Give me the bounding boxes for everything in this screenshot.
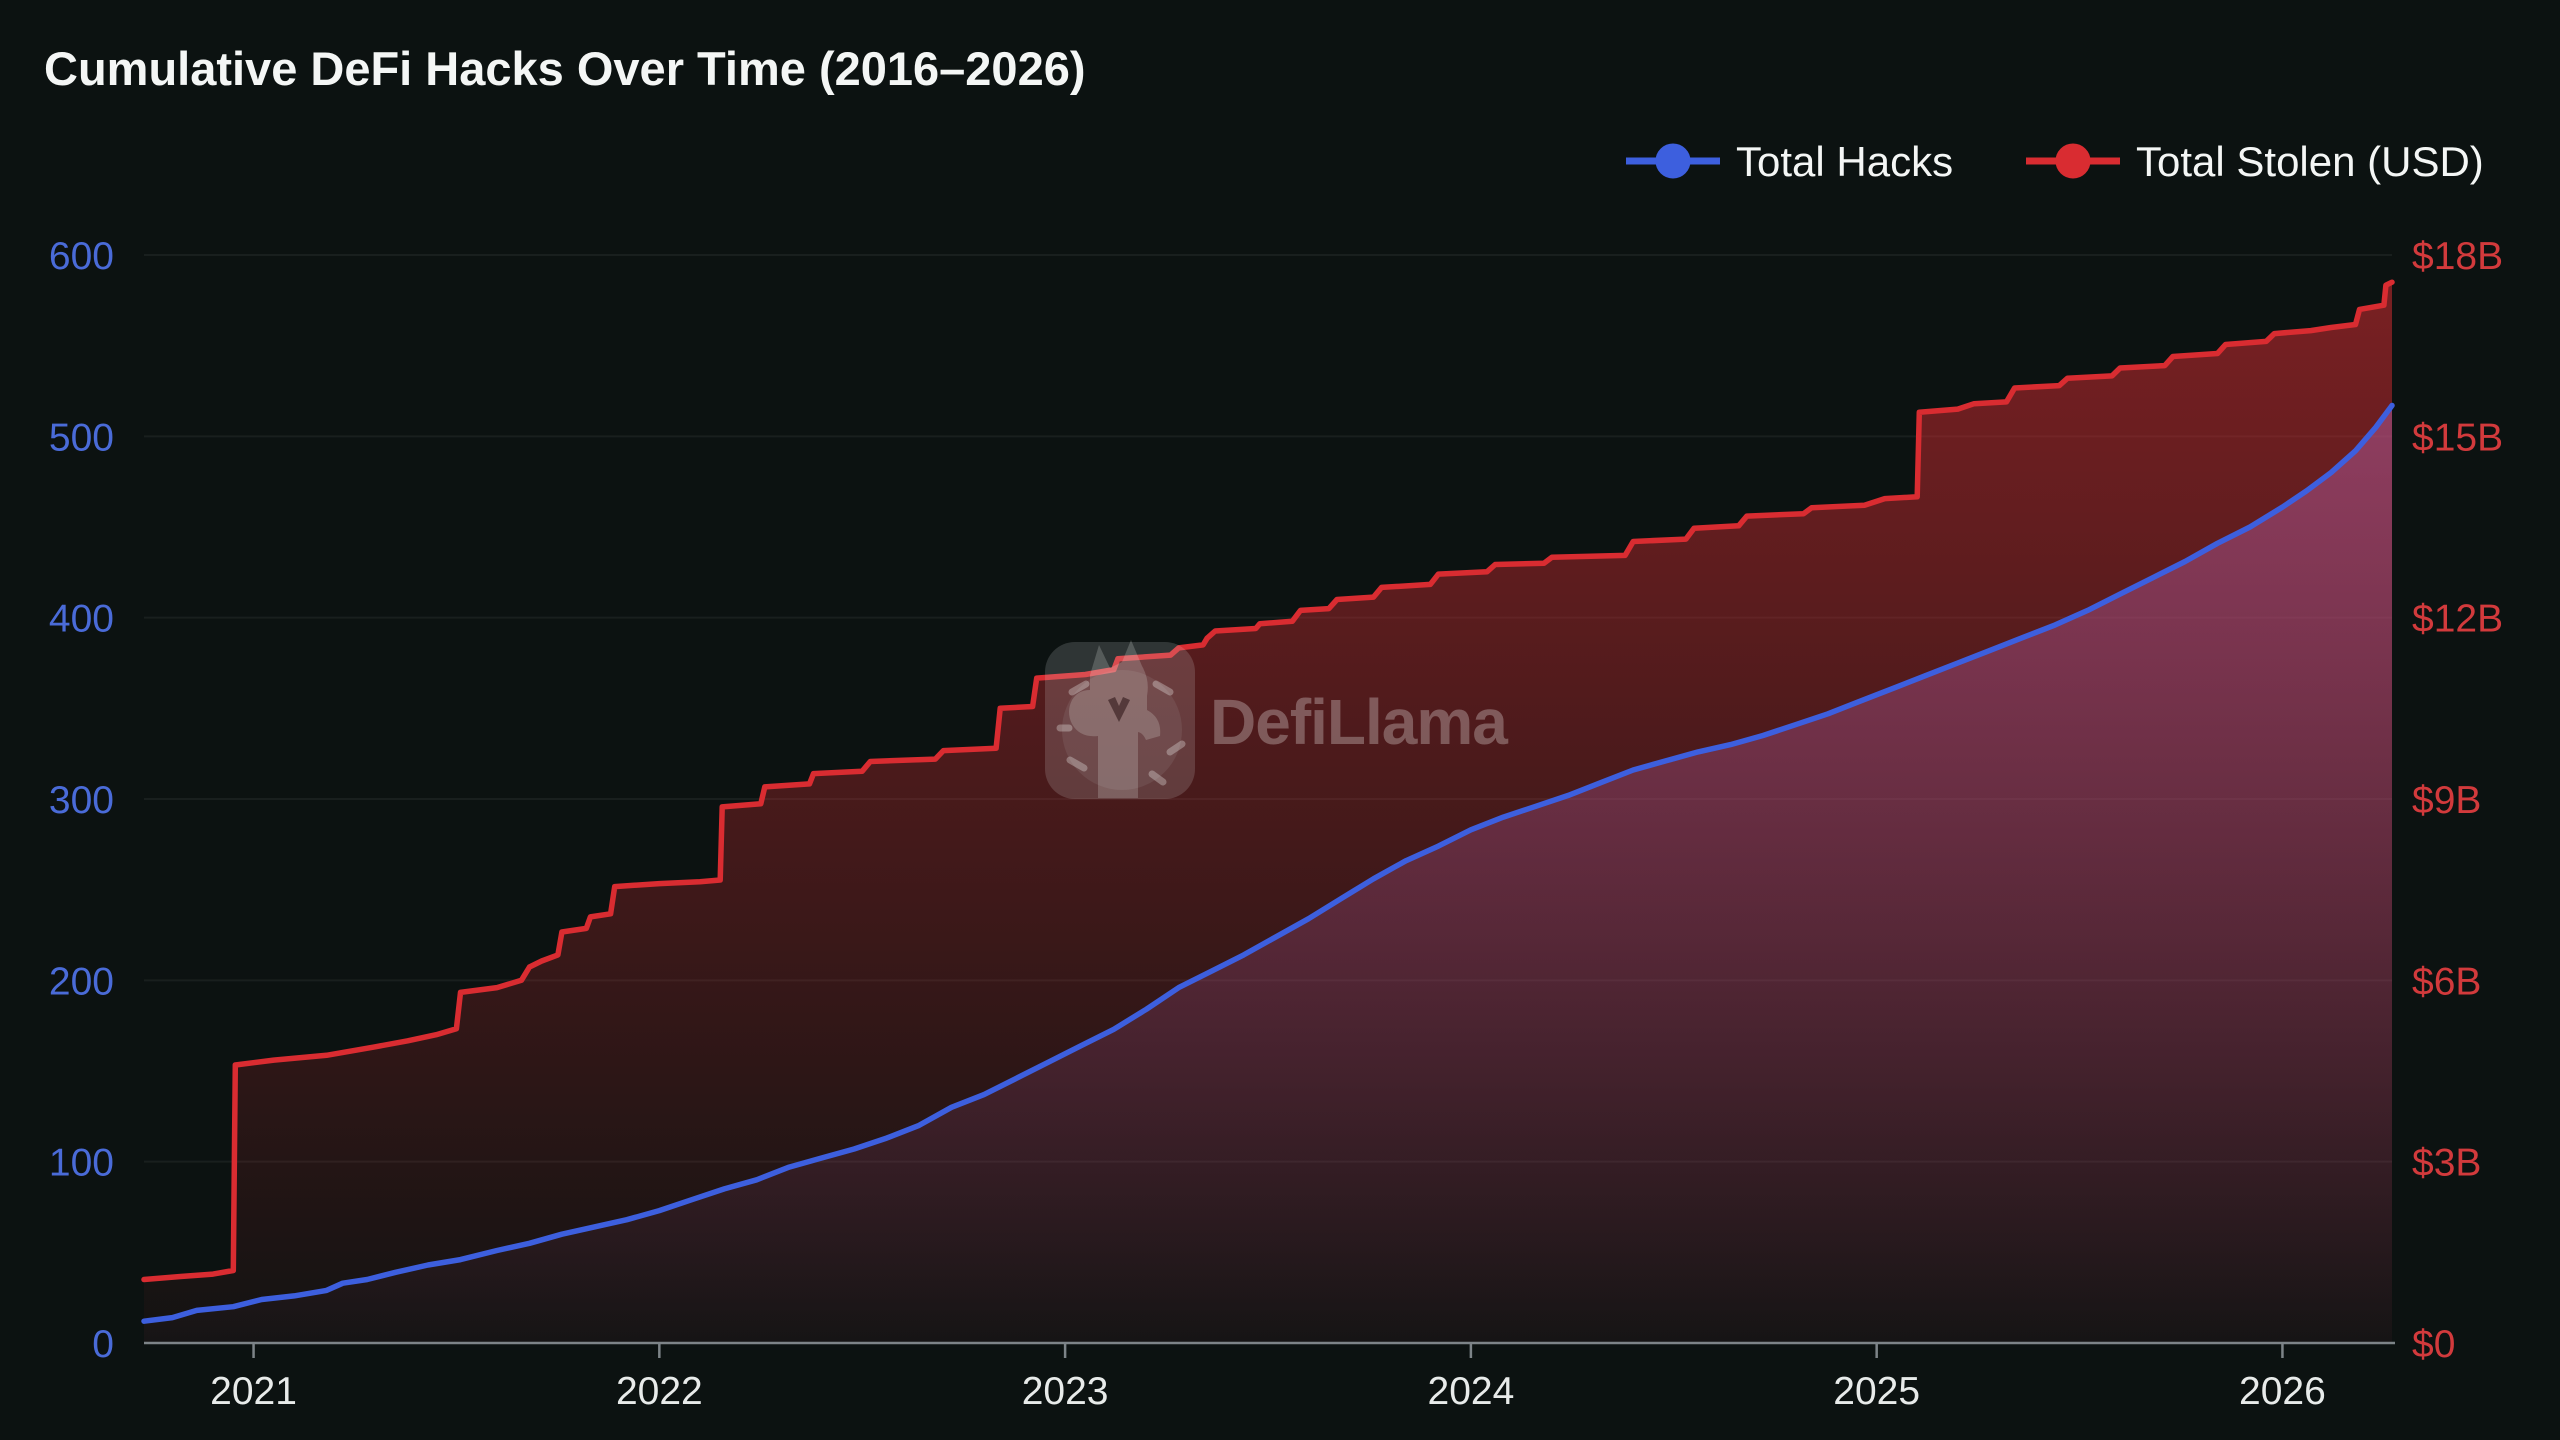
y-axis-right-tick-label: $3B [2412, 1142, 2481, 1185]
x-axis: 2021 2022 2023 2024 2025 2026 [144, 1341, 2395, 1413]
legend-item-total-hacks[interactable]: Total Hacks [1626, 138, 1953, 185]
total-hacks-line-series[interactable] [141, 402, 2395, 1324]
y-axis-left-tick-label: 500 [49, 416, 114, 459]
y-axis-right-tick-label: $9B [2412, 779, 2481, 822]
llama-face-mark-icon [1108, 697, 1130, 722]
y-axis-left-tick-label: 600 [49, 235, 114, 278]
x-axis-tick-label: 2021 [210, 1370, 297, 1413]
chart-legend: Total Hacks Total Stolen (USD) [1626, 138, 2484, 185]
x-axis-tick-label: 2025 [1833, 1370, 1920, 1413]
x-axis-tick-label: 2023 [1022, 1370, 1109, 1413]
y-axis-left-tick-label: 300 [49, 779, 114, 822]
y-axis-right-tick-label: $15B [2412, 416, 2503, 459]
y-axis-right-tick-label: $6B [2412, 960, 2481, 1003]
plot-area[interactable] [141, 279, 2395, 1344]
x-axis-tick-label: 2026 [2239, 1370, 2326, 1413]
y-axis-left-tick-label: 400 [49, 598, 114, 641]
defillama-watermark: DefiLlama [1045, 640, 1509, 799]
x-axis-tick-label: 2022 [616, 1370, 703, 1413]
x-axis-tick-label: 2024 [1428, 1370, 1515, 1413]
y-axis-left-tick-labels: 0 100 200 300 400 500 600 [49, 235, 114, 1366]
y-axis-right-tick-label: $12B [2412, 598, 2503, 641]
legend-label-total-stolen: Total Stolen (USD) [2136, 138, 2484, 185]
total-stolen-line-series[interactable] [141, 279, 2395, 1283]
y-axis-left-tick-label: 0 [92, 1323, 114, 1366]
legend-dot-marker-red-icon [2055, 143, 2091, 179]
total-hacks-area-fill [144, 405, 2392, 1343]
llama-icon [1069, 640, 1161, 798]
watermark-brand-text: DefiLlama [1210, 686, 1508, 758]
y-axis-left-tick-label: 100 [49, 1142, 114, 1185]
y-axis-left-tick-label: 200 [49, 960, 114, 1003]
y-axis-right-tick-label: $0 [2412, 1323, 2455, 1366]
legend-dot-marker-blue-icon [1655, 143, 1691, 179]
llama-clock-dashes-icon [1056, 680, 1186, 786]
chart-title: Cumulative DeFi Hacks Over Time (2016–20… [44, 42, 1086, 95]
defillama-logo-circle [1062, 670, 1182, 790]
x-axis-tick-labels: 2021 2022 2023 2024 2025 2026 [210, 1343, 2326, 1413]
defillama-logo-tile [1045, 642, 1195, 799]
y-axis-right-tick-labels: $0 $3B $6B $9B $12B $15B $18B [2412, 235, 2503, 1366]
legend-label-total-hacks: Total Hacks [1736, 138, 1953, 185]
y-axis-right-tick-label: $18B [2412, 235, 2503, 278]
legend-item-total-stolen[interactable]: Total Stolen (USD) [2026, 138, 2484, 185]
